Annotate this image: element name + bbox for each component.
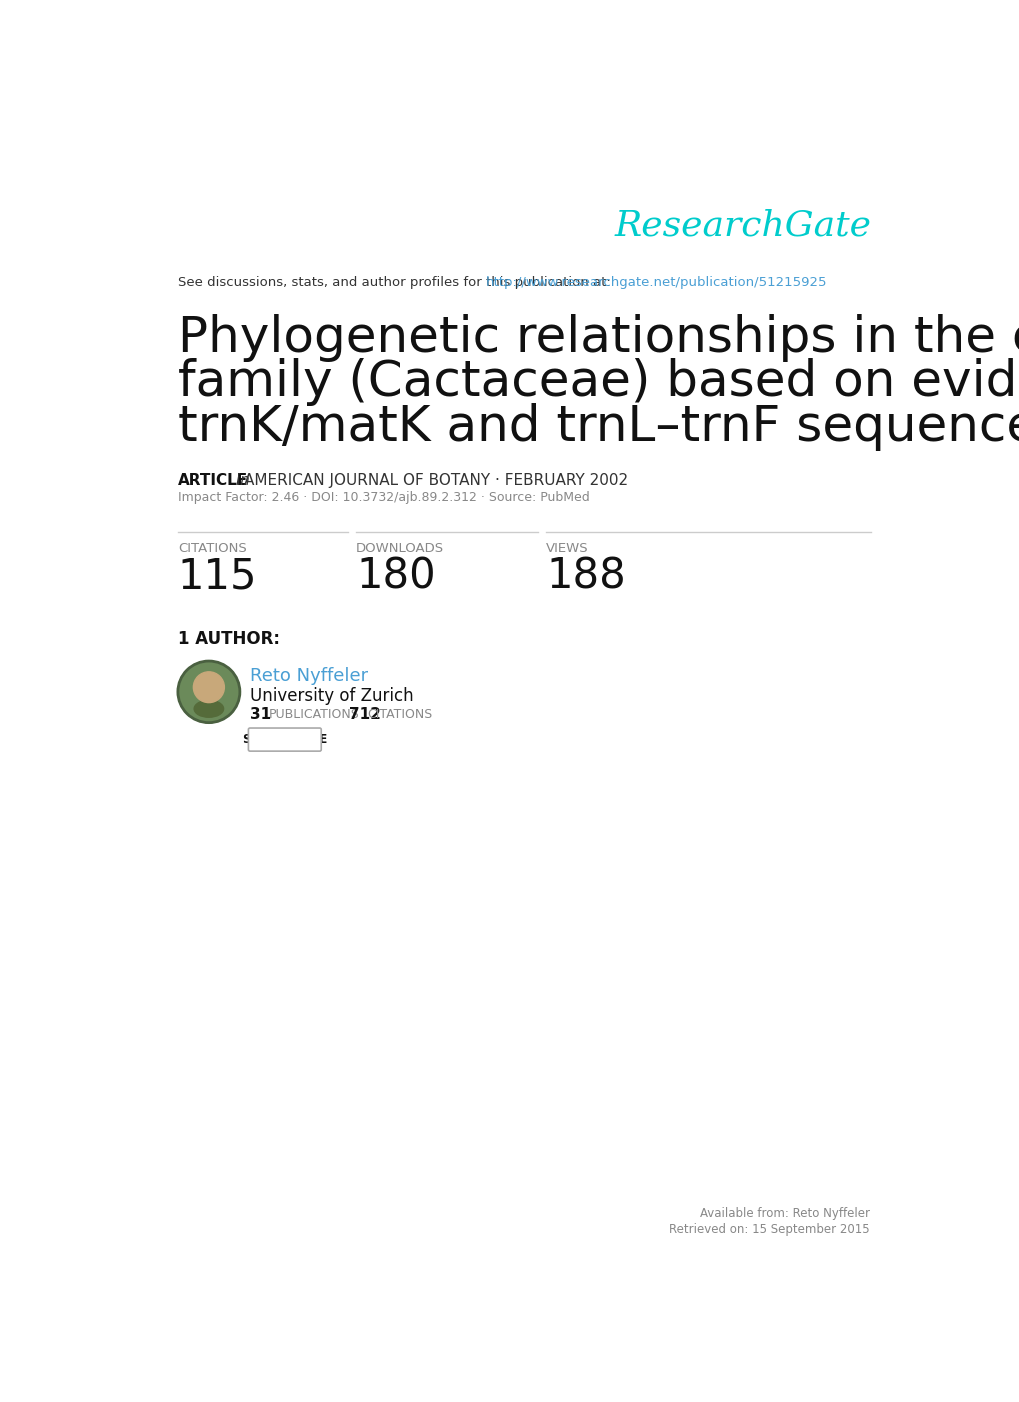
Text: Reto Nyffeler: Reto Nyffeler xyxy=(250,667,368,686)
Text: 31: 31 xyxy=(250,708,271,722)
Text: SEE PROFILE: SEE PROFILE xyxy=(243,733,327,746)
Text: in: in xyxy=(230,472,254,488)
Text: 115: 115 xyxy=(177,555,257,597)
Circle shape xyxy=(194,672,224,702)
FancyBboxPatch shape xyxy=(249,728,321,751)
Text: ResearchGate: ResearchGate xyxy=(613,209,870,243)
Text: trnK/matK and trnL–trnF sequences: trnK/matK and trnL–trnF sequences xyxy=(177,402,1019,451)
Text: CITATIONS: CITATIONS xyxy=(177,543,247,555)
Text: Impact Factor: 2.46 · DOI: 10.3732/ajb.89.2.312 · Source: PubMed: Impact Factor: 2.46 · DOI: 10.3732/ajb.8… xyxy=(177,491,589,505)
Text: Available from: Reto Nyffeler: Available from: Reto Nyffeler xyxy=(699,1207,869,1220)
Text: 712: 712 xyxy=(348,708,381,722)
Text: DOWNLOADS: DOWNLOADS xyxy=(356,543,444,555)
Text: VIEWS: VIEWS xyxy=(545,543,588,555)
Text: See discussions, stats, and author profiles for this publication at:: See discussions, stats, and author profi… xyxy=(177,276,614,289)
Ellipse shape xyxy=(194,701,223,718)
Text: 1 AUTHOR:: 1 AUTHOR: xyxy=(177,631,279,649)
Text: CITATIONS: CITATIONS xyxy=(368,708,433,722)
Text: Retrieved on: 15 September 2015: Retrieved on: 15 September 2015 xyxy=(668,1223,869,1235)
Text: University of Zurich: University of Zurich xyxy=(250,687,413,705)
Text: Phylogenetic relationships in the cactus: Phylogenetic relationships in the cactus xyxy=(177,314,1019,362)
Circle shape xyxy=(177,660,239,722)
Text: AMERICAN JOURNAL OF BOTANY · FEBRUARY 2002: AMERICAN JOURNAL OF BOTANY · FEBRUARY 20… xyxy=(244,472,628,488)
Text: 188: 188 xyxy=(545,555,625,597)
Text: http://www.researchgate.net/publication/51215925: http://www.researchgate.net/publication/… xyxy=(485,276,826,289)
Text: ARTICLE: ARTICLE xyxy=(177,472,248,488)
Text: family (Cactaceae) based on evidence from: family (Cactaceae) based on evidence fro… xyxy=(177,359,1019,407)
Text: 180: 180 xyxy=(356,555,435,597)
Text: PUBLICATIONS: PUBLICATIONS xyxy=(268,708,359,722)
